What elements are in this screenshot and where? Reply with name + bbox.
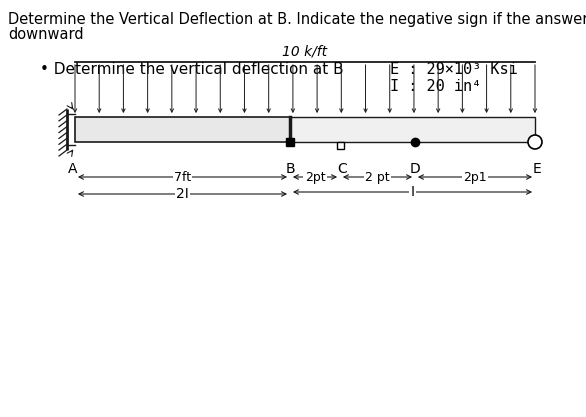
Text: D: D [410, 162, 420, 176]
Text: 2p1: 2p1 [463, 171, 487, 183]
Text: E : 29×10³ Ksi: E : 29×10³ Ksi [390, 62, 518, 77]
Text: 7ft: 7ft [174, 171, 191, 183]
Text: downward: downward [8, 27, 84, 42]
Text: C: C [337, 162, 347, 176]
Text: Determine the Vertical Deflection at B. Indicate the negative sign if the answer: Determine the Vertical Deflection at B. … [8, 12, 586, 27]
Text: I : 20 in⁴: I : 20 in⁴ [390, 79, 481, 94]
Text: I: I [411, 185, 414, 199]
Text: 2pt: 2pt [305, 171, 325, 183]
Text: E: E [533, 162, 541, 176]
Text: 10 k/ft: 10 k/ft [282, 44, 328, 58]
Text: A: A [68, 162, 78, 176]
Text: B: B [285, 162, 295, 176]
Text: • Determine the vertical deflection at B: • Determine the vertical deflection at B [40, 62, 343, 77]
Bar [75, 117, 290, 142]
Text: 2 pt: 2 pt [365, 171, 390, 183]
Bar [290, 117, 535, 142]
Circle shape [528, 135, 542, 149]
Text: 2I: 2I [176, 187, 189, 201]
Bar [336, 142, 343, 149]
